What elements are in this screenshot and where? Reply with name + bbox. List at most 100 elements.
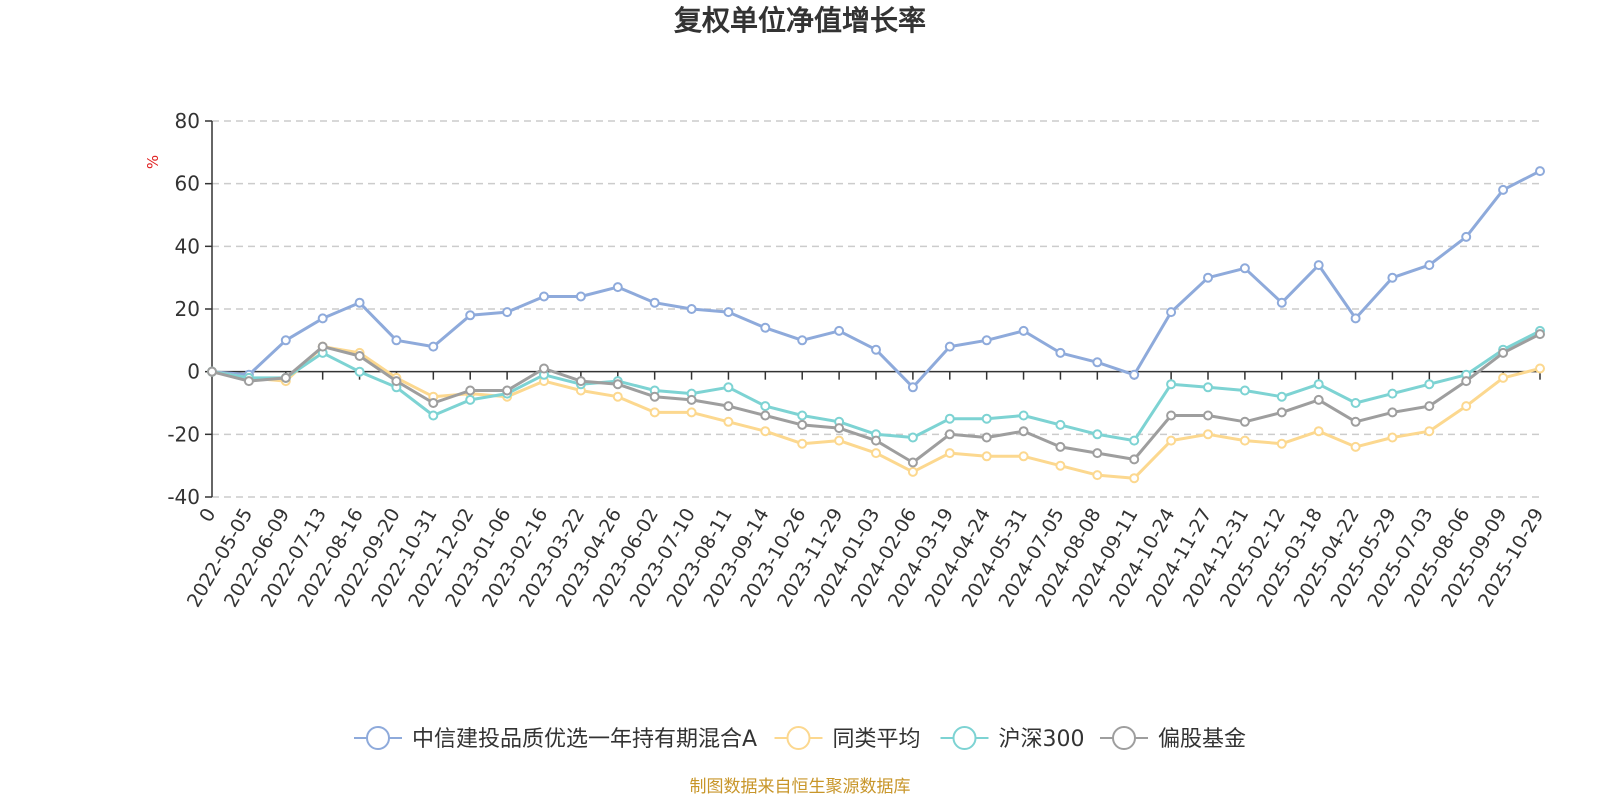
data-point xyxy=(1387,407,1398,418)
data-point xyxy=(1276,407,1287,418)
legend-circle-icon xyxy=(366,726,390,750)
y-tick-label: 40 xyxy=(175,234,200,258)
legend-item-1[interactable]: 同类平均 xyxy=(774,726,921,752)
data-point xyxy=(465,310,476,321)
data-point xyxy=(1203,429,1213,440)
data-point xyxy=(686,304,697,314)
legend-item-0[interactable]: 中信建投品质优选一年持有期混合A xyxy=(354,726,757,752)
data-point xyxy=(1166,379,1177,390)
legend-item-2[interactable]: 沪深300 xyxy=(940,726,1085,752)
data-point xyxy=(981,451,992,462)
y-tick-label: 20 xyxy=(175,297,200,321)
data-point xyxy=(686,394,697,405)
data-point xyxy=(280,335,291,346)
data-point xyxy=(1313,379,1324,390)
data-point xyxy=(465,385,476,396)
data-point xyxy=(871,448,881,459)
data-point xyxy=(1239,385,1250,396)
data-point xyxy=(428,410,439,421)
data-point xyxy=(1092,448,1103,459)
data-point xyxy=(723,382,734,393)
data-point xyxy=(649,407,660,418)
data-point xyxy=(760,426,771,437)
data-point xyxy=(391,335,402,346)
y-tick-label: 80 xyxy=(175,109,200,133)
data-point xyxy=(1350,313,1361,324)
data-point xyxy=(1018,410,1029,421)
data-point xyxy=(797,410,808,421)
data-point xyxy=(1203,410,1213,421)
data-point xyxy=(981,335,992,346)
data-point xyxy=(1276,297,1287,308)
series-lines xyxy=(207,166,1545,484)
data-point xyxy=(760,322,771,333)
data-point xyxy=(539,363,549,374)
data-point xyxy=(1276,438,1287,449)
y-axis-unit: % xyxy=(144,155,162,169)
data-point xyxy=(1018,426,1029,437)
data-point xyxy=(907,457,918,468)
data-point xyxy=(1092,429,1103,440)
y-tick-label: 0 xyxy=(187,360,200,384)
data-point xyxy=(1166,410,1177,421)
data-point xyxy=(280,372,291,383)
series-0 xyxy=(207,166,1545,393)
data-point xyxy=(907,466,918,477)
legend-circle-icon xyxy=(1112,726,1136,750)
series-1 xyxy=(207,341,1545,484)
data-point xyxy=(1018,451,1029,462)
data-point xyxy=(317,341,328,352)
data-point xyxy=(1129,473,1140,484)
data-point xyxy=(1350,398,1361,408)
legend-circle-icon xyxy=(786,726,811,750)
data-point xyxy=(1166,435,1177,446)
data-point xyxy=(723,307,734,318)
data-point xyxy=(1387,388,1398,399)
data-point xyxy=(502,307,513,318)
data-point xyxy=(834,325,845,336)
data-point xyxy=(1129,369,1140,380)
data-point xyxy=(649,297,660,308)
data-point xyxy=(944,448,955,459)
data-point xyxy=(243,376,254,387)
data-point xyxy=(575,291,586,302)
series-2 xyxy=(207,325,1545,446)
data-point xyxy=(1203,272,1213,283)
source-note: 制图数据来自恒生聚源数据库 xyxy=(690,777,911,797)
data-point xyxy=(1313,426,1324,437)
data-point xyxy=(1387,432,1398,443)
data-point xyxy=(944,429,955,440)
y-axis: 80 60 40 20 0 -20 -40 xyxy=(167,109,213,509)
data-point xyxy=(502,385,513,396)
data-point xyxy=(1055,441,1066,452)
x-tick-label: 0 xyxy=(195,505,220,526)
data-point xyxy=(760,410,771,421)
data-point xyxy=(1129,435,1140,446)
data-point xyxy=(1498,347,1509,358)
legend-label: 中信建投品质优选一年持有期混合A xyxy=(412,727,757,752)
y-tick-label: -40 xyxy=(167,485,200,509)
data-point xyxy=(1461,231,1472,242)
legend-circle-icon xyxy=(952,726,977,750)
data-point xyxy=(1239,263,1250,274)
legend: 中信建投品质优选一年持有期混合A 同类平均 沪深300 偏股基金 xyxy=(354,726,1246,752)
series-line xyxy=(210,169,1542,389)
data-point xyxy=(981,432,992,443)
data-point xyxy=(465,394,476,405)
data-point xyxy=(1203,382,1213,393)
data-point xyxy=(1276,391,1287,402)
data-point xyxy=(723,416,734,427)
data-point xyxy=(354,351,365,361)
data-point xyxy=(723,401,734,412)
data-point xyxy=(612,282,623,293)
data-point xyxy=(1350,441,1361,452)
data-point xyxy=(612,391,623,402)
data-point xyxy=(760,401,771,412)
data-point xyxy=(1461,401,1472,412)
data-point xyxy=(1535,363,1545,374)
legend-item-3[interactable]: 偏股基金 xyxy=(1100,726,1246,752)
data-point xyxy=(1424,260,1435,271)
data-point xyxy=(649,391,660,402)
data-point xyxy=(1350,416,1361,427)
